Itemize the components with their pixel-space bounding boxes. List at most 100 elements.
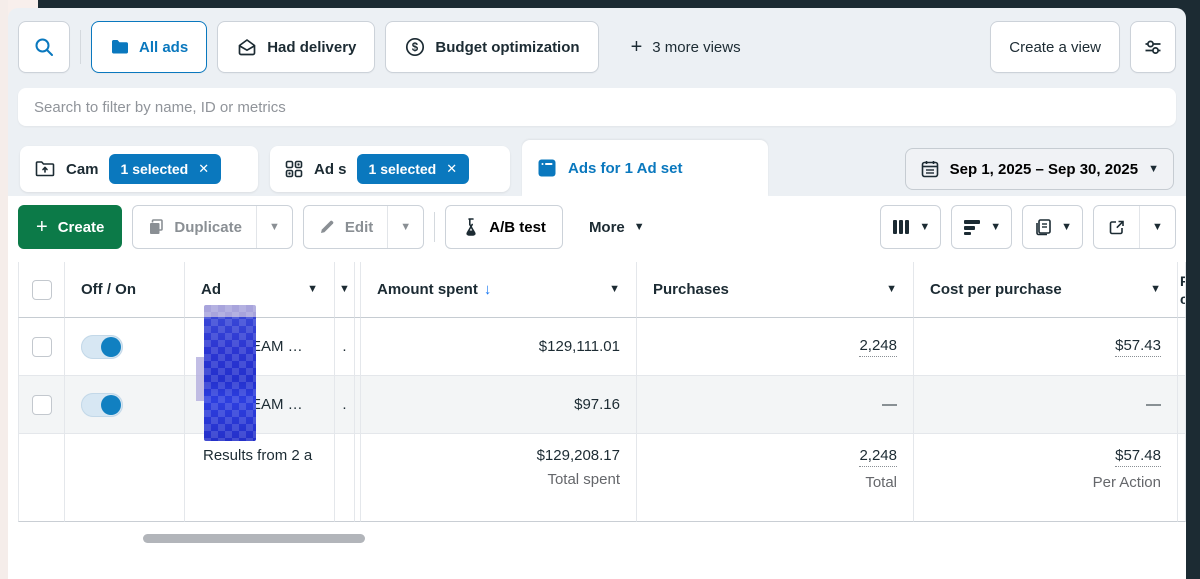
- cost-per-purchase-cell[interactable]: $57.43: [914, 318, 1178, 376]
- date-range-label: Sep 1, 2025 – Sep 30, 2025: [949, 160, 1139, 178]
- collapsed-cell: .: [335, 376, 355, 434]
- column-clipped[interactable]: Pc: [1178, 262, 1186, 318]
- frozen-divider: [355, 376, 361, 434]
- reports-button[interactable]: ▼: [1022, 205, 1083, 249]
- edit-dropdown-button[interactable]: ▼: [387, 206, 423, 248]
- chevron-down-icon: ▼: [268, 220, 280, 233]
- export-dropdown-button[interactable]: ▼: [1139, 206, 1175, 248]
- view-tab-label: Had delivery: [267, 38, 357, 56]
- row-checkbox[interactable]: [31, 336, 52, 357]
- view-tab-all-ads[interactable]: All ads: [91, 21, 208, 73]
- columns-button[interactable]: ▼: [880, 205, 942, 249]
- close-icon[interactable]: ✕: [198, 161, 210, 176]
- create-button[interactable]: + Create: [18, 205, 123, 249]
- ad-name[interactable]: EAM …: [185, 318, 335, 376]
- more-views-button[interactable]: + 3 more views: [631, 37, 741, 57]
- view-tab-had-delivery[interactable]: Had delivery: [217, 21, 376, 73]
- calendar-icon: [920, 159, 940, 179]
- column-off-on[interactable]: Off / On: [65, 262, 185, 318]
- chevron-down-icon: ▼: [400, 220, 412, 233]
- duplicate-button[interactable]: Duplicate: [133, 206, 256, 248]
- breakdown-icon: [962, 218, 982, 236]
- purchases-cell: —: [637, 376, 914, 434]
- sliders-icon: [1143, 37, 1163, 57]
- close-icon[interactable]: ✕: [446, 161, 458, 176]
- chevron-down-icon: ▼: [633, 220, 645, 233]
- chevron-down-icon: ▼: [1152, 220, 1163, 233]
- level-tabs: Cam 1 selected ✕ Ad s 1 selected ✕ Ads f…: [8, 140, 1186, 196]
- clipped-cell: [1178, 376, 1186, 434]
- ad-sets-selected-pill[interactable]: 1 selected ✕: [356, 154, 470, 184]
- select-all-checkbox[interactable]: [31, 279, 52, 300]
- cost-per-purchase-cell: —: [914, 376, 1178, 434]
- ab-test-label: A/B test: [489, 218, 546, 236]
- export-split-button: ▼: [1093, 205, 1176, 249]
- edit-label: Edit: [344, 218, 374, 236]
- table-header: Off / On Ad ▼ ▼ Amount spent ↓ ▼ Purchases ▼…: [18, 262, 1186, 318]
- frozen-divider: [355, 262, 361, 318]
- ad-toggle-on[interactable]: [81, 392, 123, 417]
- sort-desc-icon[interactable]: ↓: [483, 281, 492, 298]
- purchases-cell[interactable]: 2,248: [637, 318, 914, 376]
- campaigns-selected-pill[interactable]: 1 selected ✕: [108, 154, 222, 184]
- total-purchases-cell[interactable]: 2,248 Total: [637, 434, 914, 522]
- ad-thumbnail-redacted: [196, 305, 256, 441]
- view-settings-button[interactable]: [1130, 21, 1176, 73]
- amount-spent-cell: $97.16: [361, 376, 637, 434]
- horizontal-scrollbar-thumb[interactable]: [143, 534, 365, 543]
- view-tab-label: Budget optimization: [435, 38, 580, 56]
- more-views-label: 3 more views: [652, 38, 741, 56]
- more-label: More: [588, 218, 625, 236]
- create-a-view-button[interactable]: Create a view: [990, 21, 1120, 73]
- search-views-button[interactable]: [18, 21, 70, 73]
- views-bar: All ads Had delivery $ Budget optimizati…: [18, 21, 1176, 73]
- chevron-down-icon[interactable]: ▼: [609, 283, 620, 295]
- reports-icon: [1033, 217, 1053, 237]
- edit-button[interactable]: Edit: [304, 206, 387, 248]
- ab-test-button[interactable]: A/B test: [445, 205, 563, 249]
- chevron-down-icon[interactable]: ▼: [886, 283, 897, 295]
- duplicate-dropdown-button[interactable]: ▼: [255, 206, 292, 248]
- plus-icon: +: [630, 36, 643, 58]
- columns-icon: [891, 218, 911, 236]
- tab-campaigns[interactable]: Cam 1 selected ✕: [20, 146, 258, 192]
- column-purchases[interactable]: Purchases ▼: [637, 262, 914, 318]
- ads-table: Off / On Ad ▼ ▼ Amount spent ↓ ▼ Purchases ▼…: [18, 262, 1186, 522]
- chevron-down-icon[interactable]: ▼: [339, 283, 350, 295]
- tab-campaigns-label: Cam: [66, 160, 99, 178]
- duplicate-icon: [147, 218, 165, 236]
- create-a-view-label: Create a view: [1009, 38, 1101, 56]
- column-collapsed[interactable]: ▼: [335, 262, 355, 318]
- export-button[interactable]: [1094, 206, 1139, 248]
- create-label: Create: [57, 218, 105, 236]
- collapsed-cell: .: [335, 318, 355, 376]
- tab-ads-active[interactable]: Ads for 1 Ad set: [522, 140, 768, 196]
- table-row: EAM … . $97.16 — —: [18, 376, 1186, 434]
- tab-ad-sets[interactable]: Ad s 1 selected ✕: [270, 146, 510, 192]
- export-icon: [1107, 218, 1126, 237]
- ad-sets-grid-icon: [284, 159, 304, 179]
- chevron-down-icon: ▼: [919, 220, 931, 233]
- row-checkbox[interactable]: [31, 394, 52, 415]
- total-cost-cell[interactable]: $57.48 Per Action: [914, 434, 1178, 522]
- duplicate-split-button: Duplicate ▼: [132, 205, 293, 249]
- folder-icon: [110, 37, 130, 57]
- column-ad[interactable]: Ad ▼: [185, 262, 335, 318]
- total-spent-cell: $129,208.17 Total spent: [361, 434, 637, 522]
- more-button[interactable]: More ▼: [589, 219, 645, 236]
- clipped-cell: [1178, 318, 1186, 376]
- chevron-down-icon[interactable]: ▼: [307, 283, 318, 295]
- column-amount-spent[interactable]: Amount spent ↓ ▼: [361, 262, 637, 318]
- view-tab-budget-optimization[interactable]: $ Budget optimization: [385, 21, 599, 73]
- table-content-card: + Create Duplicate ▼ Edit: [8, 196, 1186, 579]
- amount-spent-cell: $129,111.01: [361, 318, 637, 376]
- column-cost-per-purchase[interactable]: Cost per purchase ▼: [914, 262, 1178, 318]
- ads-square-icon: [536, 157, 558, 179]
- breakdown-button[interactable]: ▼: [951, 205, 1013, 249]
- filter-search-input[interactable]: [18, 88, 1176, 126]
- chevron-down-icon[interactable]: ▼: [1150, 283, 1161, 295]
- pencil-icon: [318, 218, 336, 236]
- table-row: EAM … . $129,111.01 2,248 $57.43: [18, 318, 1186, 376]
- ad-toggle-on[interactable]: [81, 334, 123, 359]
- date-range-button[interactable]: Sep 1, 2025 – Sep 30, 2025 ▼: [904, 148, 1174, 190]
